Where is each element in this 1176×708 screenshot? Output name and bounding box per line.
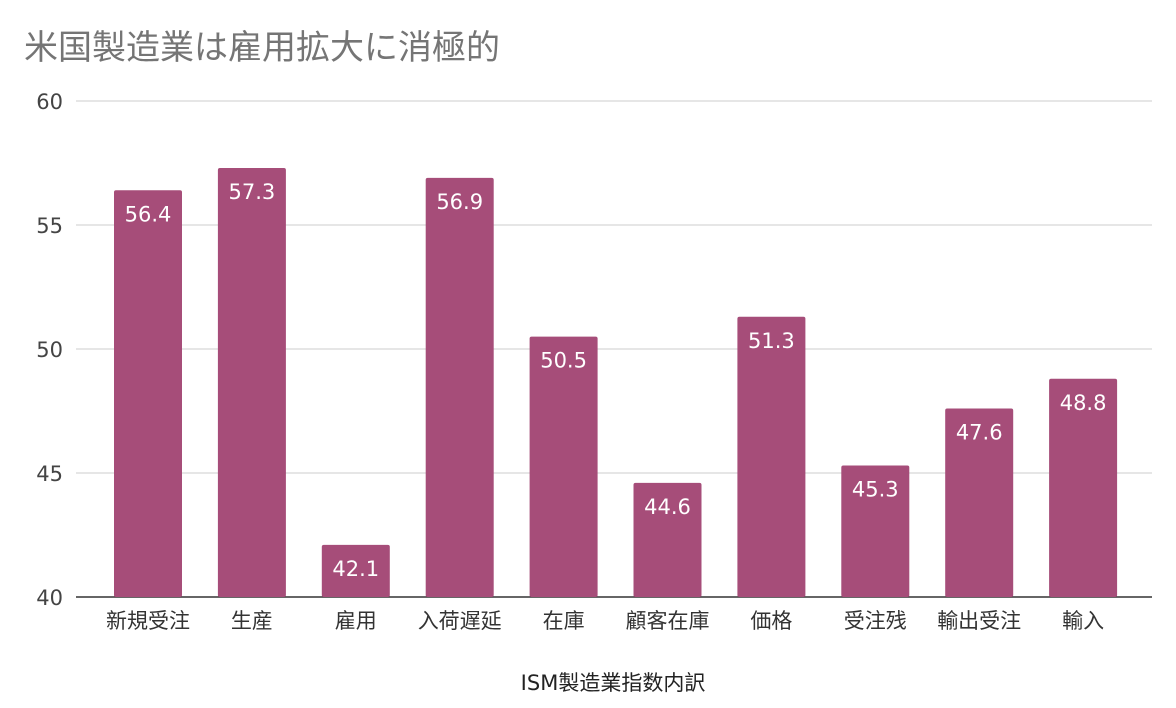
bar-value-label: 48.8 [1060, 391, 1107, 415]
bar-value-label: 50.5 [540, 349, 587, 373]
y-tick-label: 45 [36, 462, 63, 486]
bar-value-label: 44.6 [644, 495, 691, 519]
bar-value-label: 56.9 [436, 190, 483, 214]
bar [737, 316, 806, 597]
y-tick-label: 55 [36, 214, 63, 238]
bar-value-label: 45.3 [852, 478, 899, 502]
x-axis-title: ISM製造業指数内訳 [521, 671, 706, 695]
bars: 56.4 57.3 42.1 56.9 50.5 44.6 51.3 45.3 47.6 48.8 [114, 167, 1118, 597]
bar [425, 177, 494, 597]
x-tick-label: 顧客在庫 [626, 609, 710, 633]
bar [841, 465, 910, 597]
x-tick-label: 在庫 [543, 609, 585, 633]
bar [114, 190, 182, 597]
chart-title: 米国製造業は雇用拡大に消極的 [24, 28, 500, 68]
x-axis-ticks: 新規受注 生産 雇用 入荷遅延 在庫 顧客在庫 価格 受注残 輸出受注 輸入 [106, 609, 1104, 633]
bar [321, 544, 390, 597]
x-tick-label: 受注残 [844, 609, 907, 633]
x-tick-label: 雇用 [335, 609, 377, 633]
bar [945, 408, 1014, 597]
bar-value-label: 47.6 [956, 421, 1003, 445]
bar-value-label: 42.1 [332, 557, 379, 581]
bar [633, 482, 702, 597]
bar-value-label: 57.3 [229, 180, 276, 204]
x-tick-label: 入荷遅延 [418, 609, 502, 633]
y-axis-ticks: 40 45 50 55 60 [36, 90, 63, 610]
bar-value-label: 56.4 [125, 202, 172, 226]
x-tick-label: 輸出受注 [937, 609, 1021, 633]
x-tick-label: 輸入 [1062, 609, 1104, 633]
y-tick-label: 40 [36, 586, 63, 610]
y-tick-label: 60 [36, 90, 63, 114]
x-tick-label: 生産 [231, 609, 273, 633]
bar [529, 336, 598, 597]
y-tick-label: 50 [36, 338, 63, 362]
bar-value-label: 51.3 [748, 329, 795, 353]
x-tick-label: 価格 [750, 609, 792, 633]
bar [1049, 378, 1118, 597]
bar [217, 167, 286, 597]
x-tick-label: 新規受注 [106, 609, 190, 633]
